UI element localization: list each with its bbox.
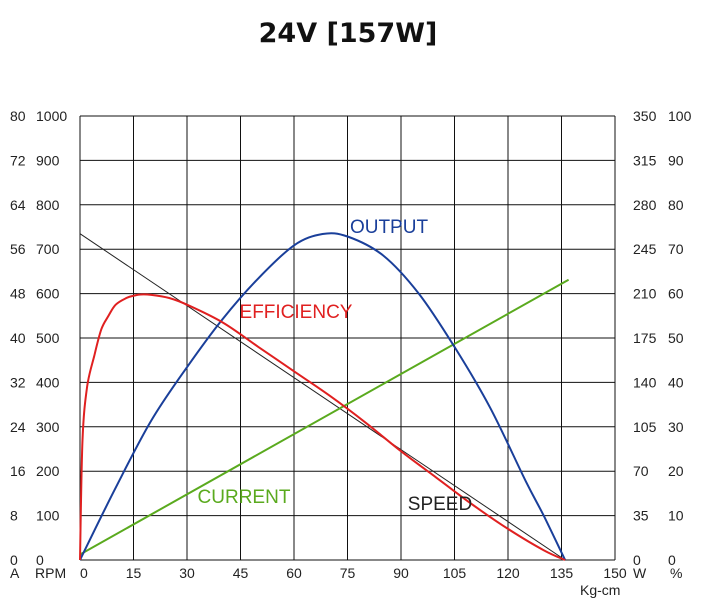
axis-tick-label: 60 [668, 286, 684, 302]
x-axis: 0 15 30 45 60 75 90 105 120 135 150 [80, 565, 627, 581]
axis-tick-label: 140 [633, 374, 657, 390]
series-label-speed: SPEED [408, 494, 472, 515]
axis-tick-label: 315 [633, 152, 657, 168]
x-tick-label: 120 [496, 565, 520, 581]
axis-tick-label: 210 [633, 286, 657, 302]
series-lines [79, 232, 570, 561]
x-tick-label: 150 [603, 565, 627, 581]
x-tick-label: 90 [393, 565, 409, 581]
chart-grid [79, 115, 616, 561]
axis-tick-label: 72 [10, 152, 26, 168]
axis-tick-label: 1000 [36, 108, 67, 124]
x-tick-label: 0 [80, 565, 88, 581]
axis-tick-label: 70 [668, 241, 684, 257]
axis-tick-label: 800 [36, 197, 60, 213]
axis-tick-label: 90 [668, 152, 684, 168]
axis-tick-label: 40 [668, 374, 684, 390]
series-labels: SPEED CURRENT OUTPUT EFFICIENCY [198, 217, 473, 515]
series-line-efficiency [79, 293, 566, 561]
left-axis-speed: 0 100 200 300 400 500 600 700 800 900 1000 RPM [35, 108, 67, 581]
series-line-current [79, 278, 570, 556]
axis-tick-label: 35 [633, 508, 649, 524]
axis-tick-label: 0 [10, 552, 18, 568]
axis-tick-label: 900 [36, 152, 60, 168]
axis-tick-label: 24 [10, 419, 26, 435]
x-tick-label: 45 [233, 565, 249, 581]
series-label-output: OUTPUT [350, 217, 429, 238]
axis-tick-label: 56 [10, 241, 26, 257]
axis-tick-label: 300 [36, 419, 60, 435]
axis-tick-label: 16 [10, 463, 26, 479]
axis-tick-label: 600 [36, 286, 60, 302]
axis-tick-label: 100 [668, 108, 692, 124]
x-tick-label: 135 [550, 565, 574, 581]
axis-tick-label: 100 [36, 508, 60, 524]
chart-title: 24V [157W] [259, 18, 438, 49]
x-tick-label: 60 [286, 565, 302, 581]
axis-tick-label: 0 [36, 552, 44, 568]
axis-tick-label: 245 [633, 241, 657, 257]
axis-unit-label: % [670, 565, 682, 581]
axis-tick-label: 80 [668, 197, 684, 213]
axis-tick-label: 20 [668, 463, 684, 479]
axis-tick-label: 105 [633, 419, 657, 435]
axis-tick-label: 48 [10, 286, 26, 302]
x-tick-label: 30 [179, 565, 195, 581]
axis-tick-label: 8 [10, 508, 18, 524]
series-line-output [79, 232, 566, 561]
x-tick-label: 15 [126, 565, 142, 581]
x-tick-label: 105 [443, 565, 467, 581]
axis-tick-label: 0 [633, 552, 641, 568]
axis-tick-label: 350 [633, 108, 657, 124]
axis-unit-label: RPM [35, 565, 66, 581]
axis-tick-label: 40 [10, 330, 26, 346]
x-tick-label: 75 [340, 565, 356, 581]
axis-tick-label: 200 [36, 463, 60, 479]
axis-tick-label: 280 [633, 197, 657, 213]
axis-tick-label: 10 [668, 508, 684, 524]
axis-tick-label: 64 [10, 197, 26, 213]
axis-unit-label: A [10, 565, 20, 581]
axis-tick-label: 32 [10, 374, 26, 390]
series-line-speed [79, 233, 566, 561]
axis-tick-label: 50 [668, 330, 684, 346]
axis-tick-label: 80 [10, 108, 26, 124]
axis-tick-label: 175 [633, 330, 657, 346]
axis-tick-label: 400 [36, 374, 60, 390]
series-label-current: CURRENT [198, 487, 291, 508]
series-label-efficiency: EFFICIENCY [240, 302, 353, 323]
axis-tick-label: 30 [668, 419, 684, 435]
axis-tick-label: 500 [36, 330, 60, 346]
axis-tick-label: 700 [36, 241, 60, 257]
right-axis-efficiency: 0 10 20 30 40 50 60 70 80 90 100% [668, 108, 692, 581]
axis-unit-label: W [633, 565, 647, 581]
axis-tick-label: 0 [668, 552, 676, 568]
axis-tick-label: 70 [633, 463, 649, 479]
x-axis-label: Kg-cm [580, 582, 620, 598]
right-axis-output: 0 35 70 105 140 175 210 245 280 315 350 W [633, 108, 657, 581]
left-axis-current: 0 8 16 24 32 40 48 56 64 72 80 A [10, 108, 26, 581]
